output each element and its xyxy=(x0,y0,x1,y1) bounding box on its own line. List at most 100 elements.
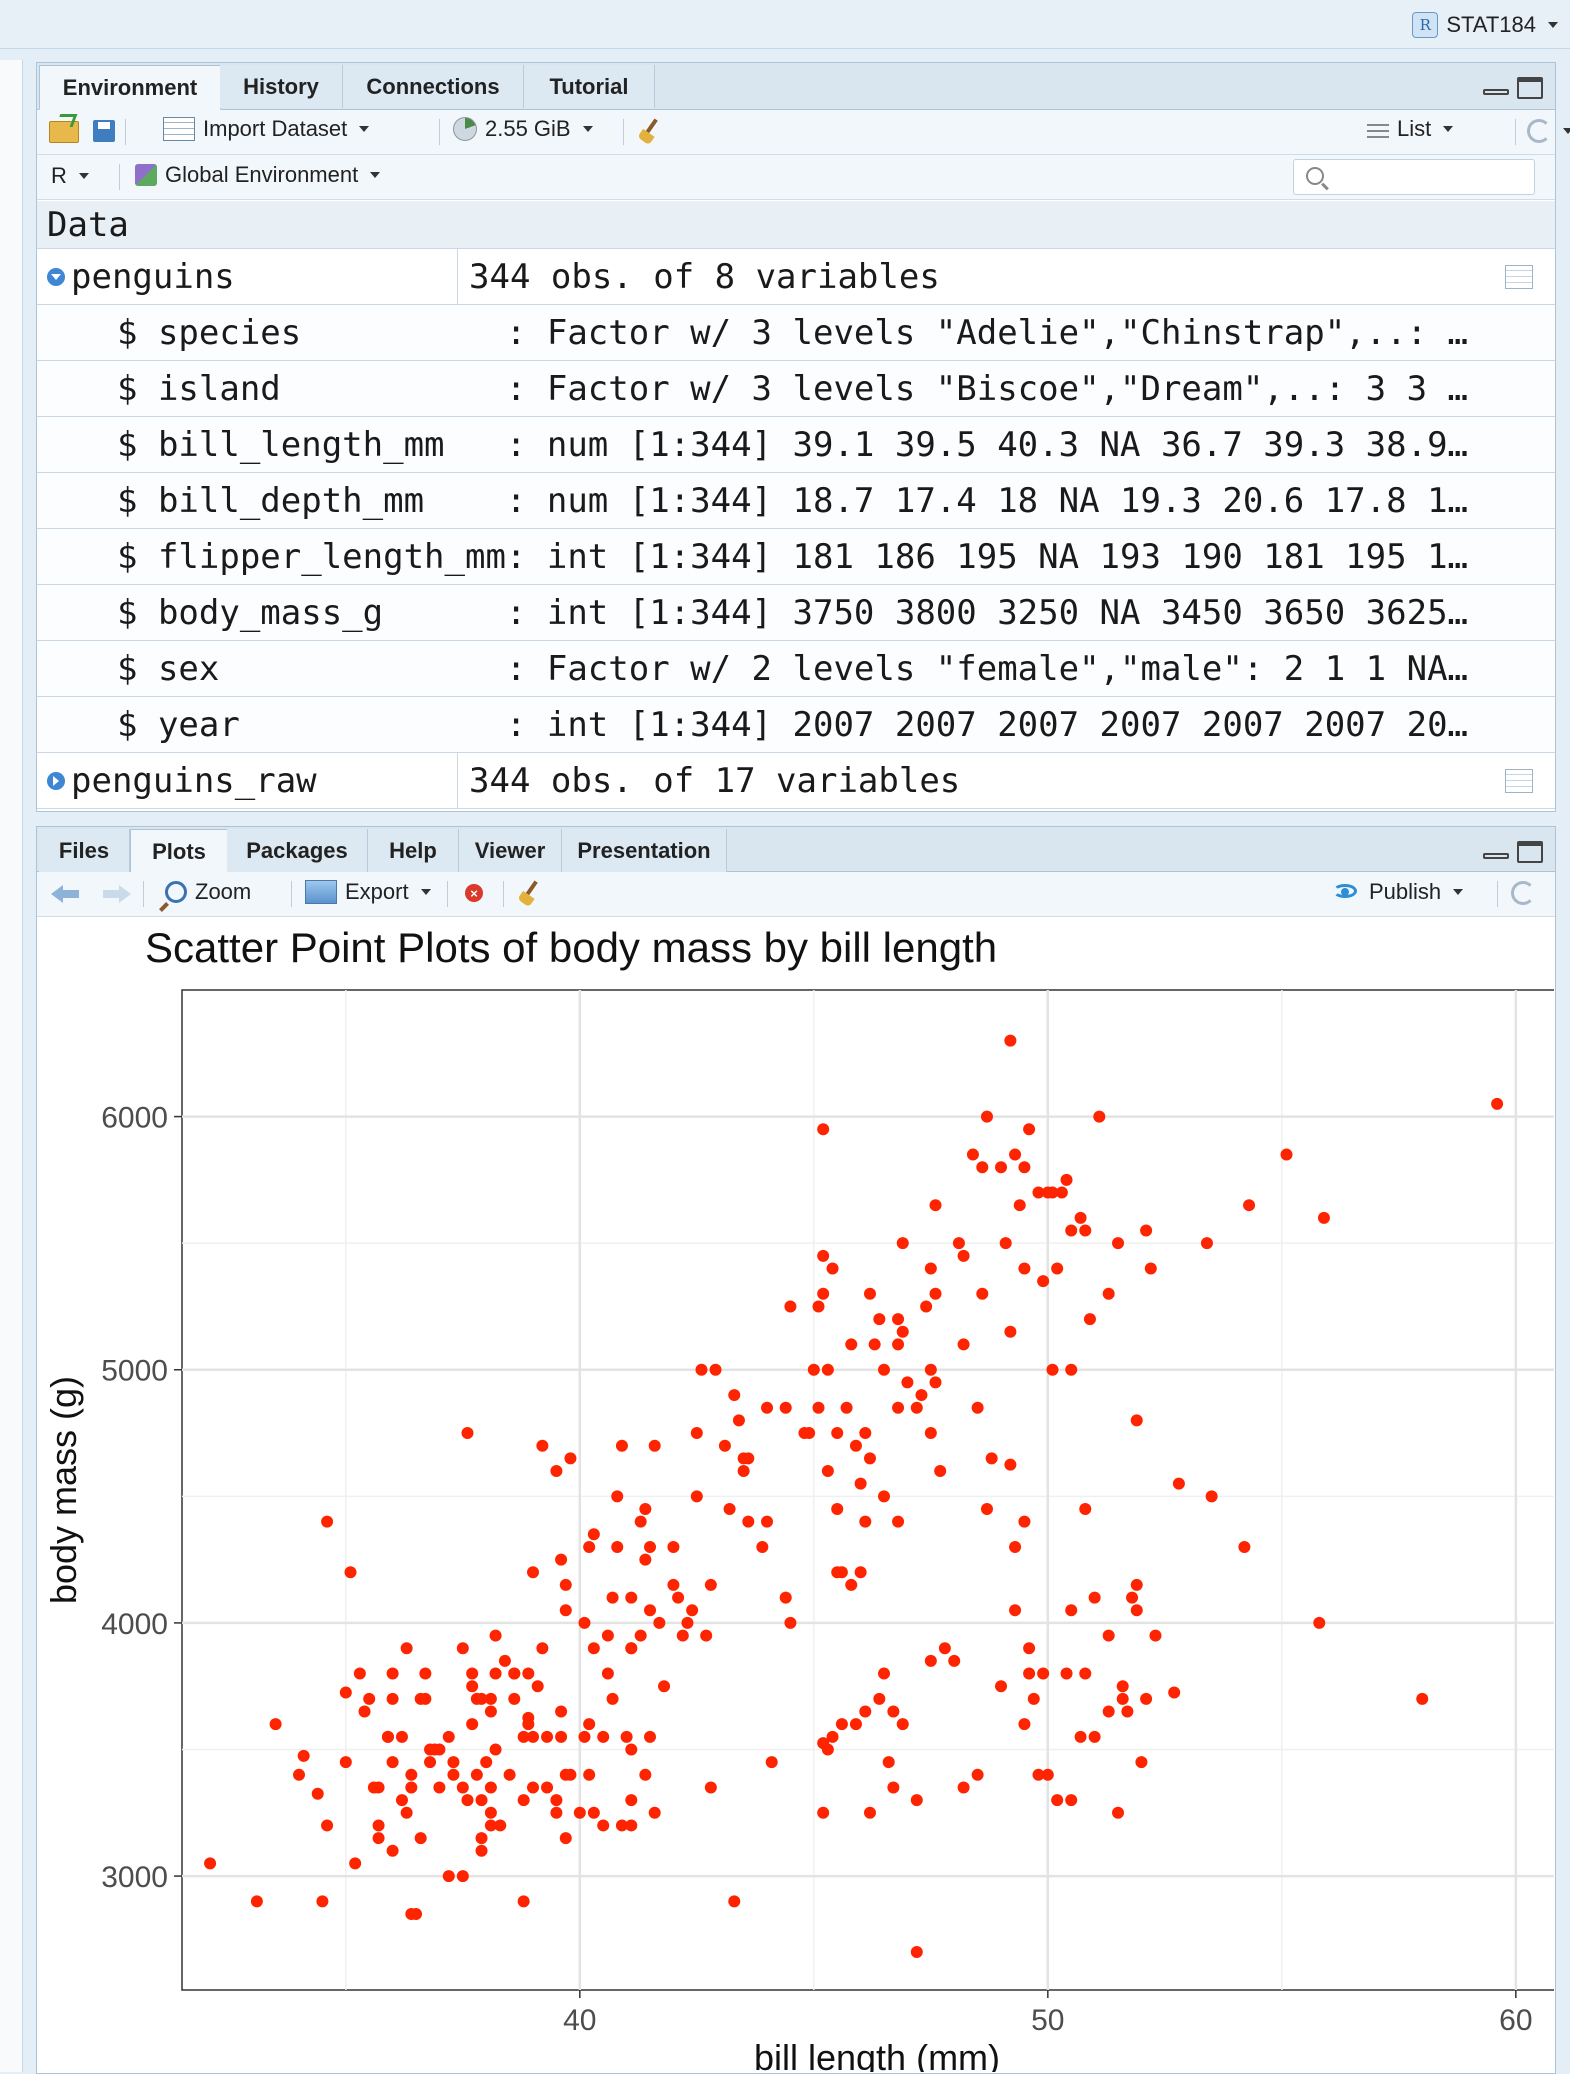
import-dataset-button[interactable]: Import Dataset xyxy=(163,116,370,142)
y-tick-label: 4000 xyxy=(101,1608,168,1641)
tab-viewer[interactable]: Viewer xyxy=(459,829,562,872)
tab-plots[interactable]: Plots xyxy=(130,829,228,874)
tab-history[interactable]: History xyxy=(220,65,343,108)
refresh-icon xyxy=(1527,119,1551,143)
tab-tutorial[interactable]: Tutorial xyxy=(524,65,655,108)
data-point xyxy=(583,1768,596,1781)
variable-row: $ year : int [1:344] 2007 2007 2007 2007… xyxy=(37,697,1555,753)
data-point xyxy=(1238,1540,1251,1553)
data-point xyxy=(587,1806,600,1819)
collapse-icon[interactable] xyxy=(47,268,65,286)
tab-help[interactable]: Help xyxy=(368,829,459,872)
r-project-icon: R xyxy=(1412,12,1439,38)
data-point xyxy=(920,1300,933,1313)
data-point xyxy=(831,1427,844,1440)
data-point xyxy=(915,1389,928,1402)
data-point xyxy=(414,1692,427,1705)
data-point xyxy=(859,1705,872,1718)
minimize-pane-button[interactable] xyxy=(1483,77,1509,95)
maximize-pane-button[interactable] xyxy=(1517,77,1543,99)
data-point xyxy=(1088,1591,1101,1604)
next-plot-button[interactable] xyxy=(103,885,131,903)
data-point xyxy=(456,1642,469,1655)
clear-all-plots-button[interactable] xyxy=(517,880,543,906)
data-point xyxy=(634,1515,647,1528)
publish-icon xyxy=(1333,882,1361,902)
view-data-grid-icon[interactable] xyxy=(1505,769,1533,793)
data-point xyxy=(1093,1110,1106,1123)
view-mode-select[interactable]: List xyxy=(1367,116,1454,142)
data-point xyxy=(480,1756,493,1769)
data-point xyxy=(1116,1680,1129,1693)
data-point xyxy=(929,1199,942,1212)
data-point xyxy=(892,1515,905,1528)
previous-plot-button[interactable] xyxy=(51,885,79,903)
data-point xyxy=(484,1705,497,1718)
data-point xyxy=(522,1667,535,1680)
refresh-environment-button[interactable] xyxy=(1527,119,1570,143)
data-point xyxy=(873,1313,886,1326)
project-menu[interactable]: R STAT184 xyxy=(1412,10,1558,40)
data-point xyxy=(410,1908,423,1921)
data-point xyxy=(1280,1148,1293,1161)
environment-object-row[interactable]: penguins_raw 344 obs. of 17 variables xyxy=(37,753,1555,809)
source-pane-collapsed xyxy=(0,60,23,2072)
data-point xyxy=(709,1363,722,1376)
data-point xyxy=(625,1642,638,1655)
data-point xyxy=(522,1711,535,1724)
maximize-pane-button[interactable] xyxy=(1517,841,1543,863)
save-workspace-button[interactable] xyxy=(93,120,115,142)
data-point xyxy=(878,1490,891,1503)
environment-toolbar: Import Dataset 2.55 GiB List xyxy=(37,110,1570,155)
data-point xyxy=(1140,1224,1153,1237)
data-point xyxy=(821,1363,834,1376)
load-workspace-button[interactable] xyxy=(49,121,79,143)
tab-packages[interactable]: Packages xyxy=(227,829,368,872)
view-data-grid-icon[interactable] xyxy=(1505,265,1533,289)
chevron-down-icon xyxy=(370,172,381,178)
data-point xyxy=(517,1895,530,1908)
data-point xyxy=(1130,1414,1143,1427)
language-select[interactable]: R xyxy=(51,163,89,189)
tab-presentation[interactable]: Presentation xyxy=(562,829,727,872)
memory-usage-button[interactable]: 2.55 GiB xyxy=(453,116,593,142)
data-point xyxy=(854,1477,867,1490)
variable-summary: $ sex : Factor w/ 2 levels "female","mal… xyxy=(117,649,1469,689)
remove-plot-button[interactable]: × xyxy=(465,884,483,902)
zoom-button[interactable]: Zoom xyxy=(165,879,251,905)
data-point xyxy=(672,1591,685,1604)
data-point xyxy=(878,1667,891,1680)
environment-object-row[interactable]: penguins 344 obs. of 8 variables xyxy=(37,249,1555,305)
environment-scope-select[interactable]: Global Environment xyxy=(135,162,381,188)
plot-panel xyxy=(181,989,1554,1991)
variable-row: $ island : Factor w/ 3 levels "Biscoe","… xyxy=(37,361,1555,417)
data-point xyxy=(957,1338,970,1351)
clear-environment-button[interactable] xyxy=(637,118,663,144)
object-name-cell: penguins_raw xyxy=(47,753,317,809)
plot-title: Scatter Point Plots of body mass by bill… xyxy=(145,924,998,971)
tab-files[interactable]: Files xyxy=(39,829,130,872)
data-point xyxy=(849,1439,862,1452)
environment-search-box[interactable] xyxy=(1293,159,1535,195)
refresh-plot-button[interactable] xyxy=(1511,881,1535,905)
data-point xyxy=(1060,1667,1073,1680)
variable-summary: $ bill_depth_mm : num [1:344] 18.7 17.4 … xyxy=(117,481,1469,521)
arrow-right-icon xyxy=(103,885,131,903)
environment-cube-icon xyxy=(135,164,157,186)
data-point xyxy=(466,1680,479,1693)
data-point xyxy=(882,1756,895,1769)
data-point xyxy=(321,1515,334,1528)
tab-connections[interactable]: Connections xyxy=(343,65,524,108)
data-point xyxy=(400,1642,413,1655)
data-point xyxy=(1205,1490,1218,1503)
environment-search-input[interactable] xyxy=(1334,164,1528,190)
data-point xyxy=(1023,1667,1036,1680)
export-button[interactable]: Export xyxy=(305,879,431,905)
tab-environment[interactable]: Environment xyxy=(39,65,221,110)
expand-icon[interactable] xyxy=(47,772,65,790)
minimize-pane-button[interactable] xyxy=(1483,841,1509,859)
data-point xyxy=(1018,1262,1031,1275)
publish-button[interactable]: Publish xyxy=(1333,879,1464,905)
data-point xyxy=(1140,1692,1153,1705)
data-point xyxy=(527,1730,540,1743)
